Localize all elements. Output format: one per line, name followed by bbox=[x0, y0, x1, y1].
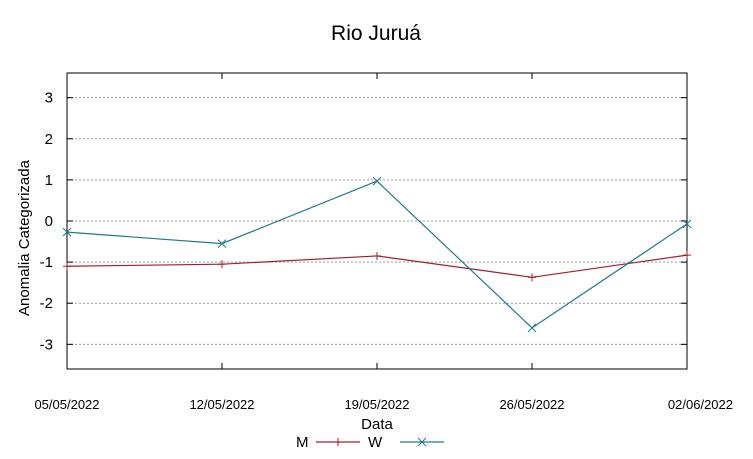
data-point-w-2 bbox=[372, 176, 382, 186]
data-point-m-1 bbox=[218, 260, 226, 269]
x-tick-label: 19/05/2022 bbox=[344, 397, 409, 412]
grid-lines bbox=[67, 97, 687, 345]
data-point-w-3 bbox=[527, 323, 537, 333]
y-tick-label: 2 bbox=[45, 131, 53, 148]
data-point-m-2 bbox=[373, 251, 381, 260]
legend-label-m: M bbox=[296, 434, 309, 451]
x-tick-label: 12/05/2022 bbox=[189, 397, 254, 412]
data-point-m-3 bbox=[528, 273, 536, 282]
y-tick-label: 3 bbox=[45, 90, 53, 107]
legend-label-w: W bbox=[368, 434, 383, 451]
y-tick-label: -3 bbox=[40, 336, 53, 353]
y-axis-label: Anomalia Categorizada bbox=[16, 159, 33, 316]
x-axis-ticks: 05/05/2022 12/05/2022 19/05/2022 26/05/2022… bbox=[34, 73, 733, 412]
x-tick-label: 02/06/2022 bbox=[668, 397, 733, 412]
data-point-w-0 bbox=[62, 227, 72, 237]
y-tick-label: -2 bbox=[40, 295, 53, 312]
data-point-w-4 bbox=[682, 219, 692, 229]
x-axis-label: Data bbox=[361, 416, 393, 433]
legend-marker-w bbox=[417, 437, 427, 447]
y-axis-ticks: 3 2 1 0 -1 -2 -3 bbox=[40, 90, 687, 353]
chart-title: Rio Juruá bbox=[331, 22, 421, 45]
data-series bbox=[62, 176, 692, 333]
data-point-m-4 bbox=[683, 251, 691, 260]
x-tick-label: 05/05/2022 bbox=[34, 397, 99, 412]
data-point-m-0 bbox=[63, 262, 71, 271]
legend-marker-m bbox=[334, 438, 342, 446]
data-point-w-1 bbox=[217, 239, 227, 248]
y-tick-label: 0 bbox=[45, 213, 53, 230]
x-tick-label: 26/05/2022 bbox=[499, 397, 564, 412]
y-tick-label: 1 bbox=[45, 172, 53, 189]
y-tick-label: -1 bbox=[40, 254, 53, 271]
